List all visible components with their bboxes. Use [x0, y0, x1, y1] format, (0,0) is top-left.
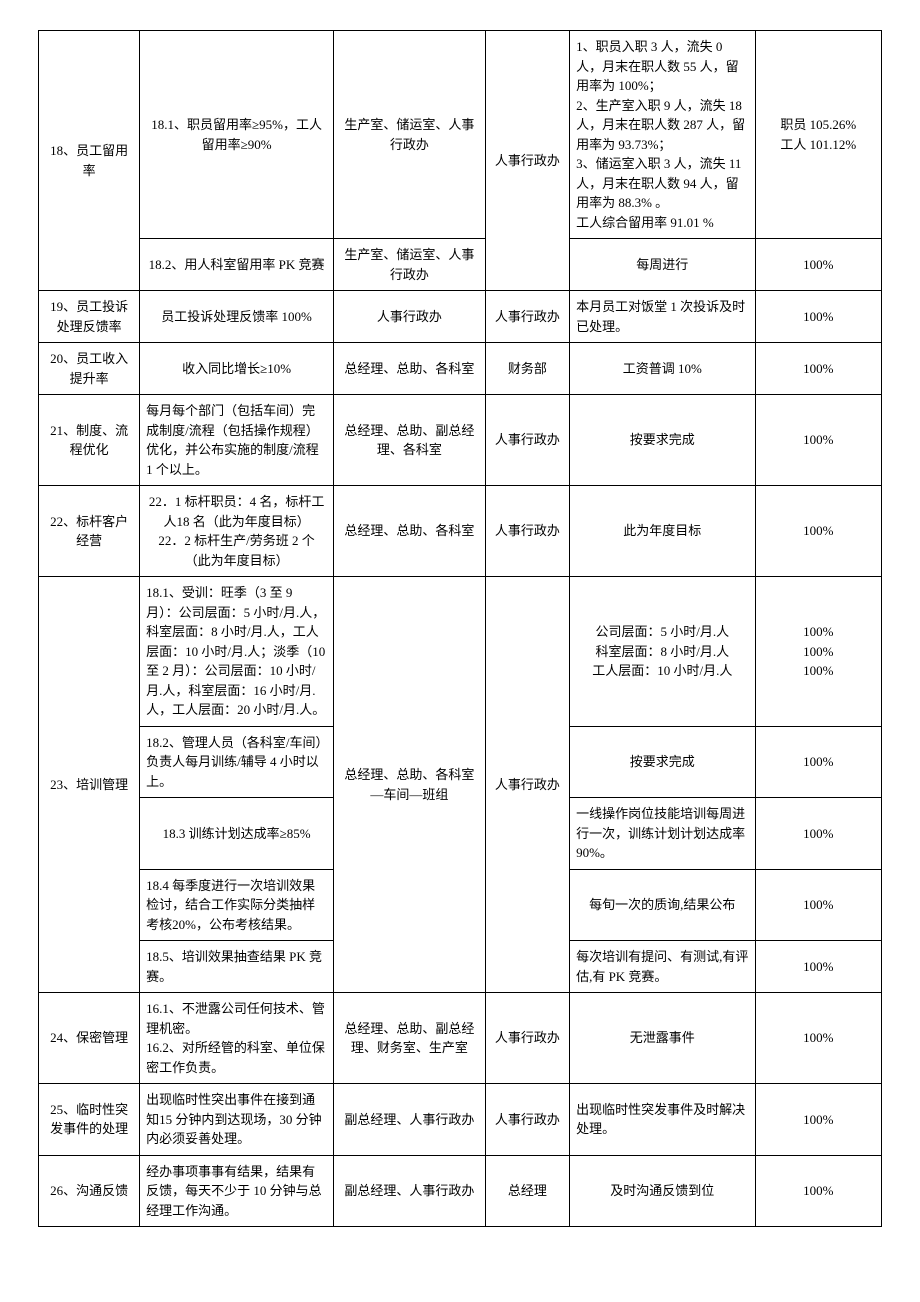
table-cell: 18.2、管理人员（各科室/车间）负责人每月训练/辅导 4 小时以上。 [140, 726, 334, 798]
table-cell: 出现临时性突发事件及时解决处理。 [570, 1084, 755, 1156]
table-cell: 23、培训管理 [39, 577, 140, 993]
table-cell: 人事行政办 [485, 1084, 569, 1156]
table-cell: 100%100%100% [755, 577, 881, 727]
table-row: 23、培训管理18.1、受训：旺季（3 至 9 月）：公司层面：5 小时/月.人… [39, 577, 882, 727]
table-cell: 工资普调 10% [570, 343, 755, 395]
table-cell: 18、员工留用率 [39, 31, 140, 291]
table-body: 18、员工留用率18.1、职员留用率≥95%，工人留用率≥90%生产室、储运室、… [39, 31, 882, 1227]
table-cell: 100% [755, 343, 881, 395]
table-cell: 人事行政办 [485, 291, 569, 343]
table-cell: 生产室、储运室、人事行政办 [334, 239, 486, 291]
table-row: 19、员工投诉处理反馈率员工投诉处理反馈率 100%人事行政办人事行政办本月员工… [39, 291, 882, 343]
table-cell: 100% [755, 239, 881, 291]
table-cell: 1、职员入职 3 人，流失 0 人，月末在职人数 55 人，留用率为 100%；… [570, 31, 755, 239]
table-cell: 总经理、总助、副总经理、各科室 [334, 395, 486, 486]
table-cell: 总经理、总助、副总经理、财务室、生产室 [334, 993, 486, 1084]
table-cell: 100% [755, 869, 881, 941]
table-cell: 收入同比增长≥10% [140, 343, 334, 395]
table-cell: 总经理、总助、各科室 [334, 486, 486, 577]
table-cell: 21、制度、流程优化 [39, 395, 140, 486]
table-cell: 总经理、总助、各科室—车间—班组 [334, 577, 486, 993]
table-cell: 人事行政办 [485, 31, 569, 291]
table-row: 18.2、用人科室留用率 PK 竞赛生产室、储运室、人事行政办 每周进行100% [39, 239, 882, 291]
table-cell: 经办事项事事有结果，结果有反馈，每天不少于 10 分钟与总经理工作沟通。 [140, 1155, 334, 1227]
table-cell: 副总经理、人事行政办 [334, 1084, 486, 1156]
table-cell: 100% [755, 1155, 881, 1227]
table-cell: 18.1、职员留用率≥95%，工人留用率≥90% [140, 31, 334, 239]
table-cell: 每周进行 [570, 239, 755, 291]
table-cell: 人事行政办 [485, 395, 569, 486]
table-row: 18、员工留用率18.1、职员留用率≥95%，工人留用率≥90%生产室、储运室、… [39, 31, 882, 239]
table-cell: 20、员工收入提升率 [39, 343, 140, 395]
table-cell: 100% [755, 291, 881, 343]
table-cell: 100% [755, 486, 881, 577]
table-cell: 19、员工投诉处理反馈率 [39, 291, 140, 343]
table-cell: 18.2、用人科室留用率 PK 竞赛 [140, 239, 334, 291]
table-cell: 本月员工对饭堂 1 次投诉及时已处理。 [570, 291, 755, 343]
table-cell: 18.1、受训：旺季（3 至 9 月）：公司层面：5 小时/月.人，科室层面：8… [140, 577, 334, 727]
table-cell: 按要求完成 [570, 395, 755, 486]
table-cell: 100% [755, 798, 881, 870]
table-cell: 100% [755, 993, 881, 1084]
table-cell: 100% [755, 941, 881, 993]
table-cell: 副总经理、人事行政办 [334, 1155, 486, 1227]
table-cell: 总经理、总助、各科室 [334, 343, 486, 395]
table-cell: 22．1 标杆职员：4 名，标杆工人18 名（此为年度目标）22．2 标杆生产/… [140, 486, 334, 577]
table-cell: 16.1、不泄露公司任何技术、管理机密。16.2、对所经管的科室、单位保密工作负… [140, 993, 334, 1084]
table-cell: 生产室、储运室、人事行政办 [334, 31, 486, 239]
table-cell: 总经理 [485, 1155, 569, 1227]
table-cell: 100% [755, 1084, 881, 1156]
table-cell: 职员 105.26%工人 101.12% [755, 31, 881, 239]
kpi-table: 18、员工留用率18.1、职员留用率≥95%，工人留用率≥90%生产室、储运室、… [38, 30, 882, 1227]
table-cell: 人事行政办 [334, 291, 486, 343]
table-cell: 每旬一次的质询,结果公布 [570, 869, 755, 941]
table-cell: 人事行政办 [485, 486, 569, 577]
table-cell: 100% [755, 395, 881, 486]
table-cell: 财务部 [485, 343, 569, 395]
table-cell: 公司层面：5 小时/月.人科室层面：8 小时/月.人工人层面：10 小时/月.人 [570, 577, 755, 727]
table-cell: 此为年度目标 [570, 486, 755, 577]
table-row: 26、沟通反馈经办事项事事有结果，结果有反馈，每天不少于 10 分钟与总经理工作… [39, 1155, 882, 1227]
table-cell: 一线操作岗位技能培训每周进行一次，训练计划计划达成率 90%。 [570, 798, 755, 870]
table-row: 22、标杆客户经营22．1 标杆职员：4 名，标杆工人18 名（此为年度目标）2… [39, 486, 882, 577]
table-cell: 人事行政办 [485, 993, 569, 1084]
table-row: 21、制度、流程优化每月每个部门（包括车间）完成制度/流程（包括操作规程）优化，… [39, 395, 882, 486]
table-cell: 无泄露事件 [570, 993, 755, 1084]
table-cell: 员工投诉处理反馈率 100% [140, 291, 334, 343]
table-cell: 25、临时性突发事件的处理 [39, 1084, 140, 1156]
table-cell: 26、沟通反馈 [39, 1155, 140, 1227]
table-cell: 100% [755, 726, 881, 798]
table-row: 25、临时性突发事件的处理出现临时性突出事件在接到通知15 分钟内到达现场，30… [39, 1084, 882, 1156]
table-row: 20、员工收入提升率收入同比增长≥10%总经理、总助、各科室财务部工资普调 10… [39, 343, 882, 395]
table-cell: 及时沟通反馈到位 [570, 1155, 755, 1227]
table-row: 24、保密管理16.1、不泄露公司任何技术、管理机密。16.2、对所经管的科室、… [39, 993, 882, 1084]
table-cell: 每月每个部门（包括车间）完成制度/流程（包括操作规程）优化，并公布实施的制度/流… [140, 395, 334, 486]
table-cell: 18.5、培训效果抽查结果 PK 竞赛。 [140, 941, 334, 993]
table-cell: 24、保密管理 [39, 993, 140, 1084]
table-cell: 出现临时性突出事件在接到通知15 分钟内到达现场，30 分钟内必须妥善处理。 [140, 1084, 334, 1156]
table-cell: 18.4 每季度进行一次培训效果检讨，结合工作实际分类抽样考核20%，公布考核结… [140, 869, 334, 941]
table-cell: 22、标杆客户经营 [39, 486, 140, 577]
table-cell: 按要求完成 [570, 726, 755, 798]
table-cell: 18.3 训练计划达成率≥85% [140, 798, 334, 870]
table-cell: 每次培训有提问、有测试,有评估,有 PK 竞赛。 [570, 941, 755, 993]
table-cell: 人事行政办 [485, 577, 569, 993]
